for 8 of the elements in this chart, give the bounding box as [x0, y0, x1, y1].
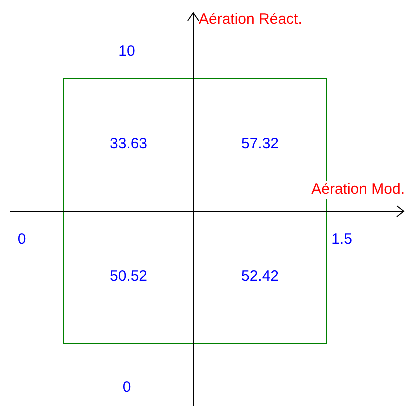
x-axis-title: Aération Mod. [312, 181, 405, 198]
y-tick-label: 10 [118, 43, 136, 60]
data-label: 50.52 [110, 268, 148, 285]
y-axis-title: Aération Réact. [199, 11, 302, 28]
x-tick-label: 1.5 [332, 231, 352, 248]
data-label: 33.63 [110, 135, 148, 152]
data-label: 57.32 [241, 135, 280, 152]
data-label: 52.42 [241, 268, 280, 285]
